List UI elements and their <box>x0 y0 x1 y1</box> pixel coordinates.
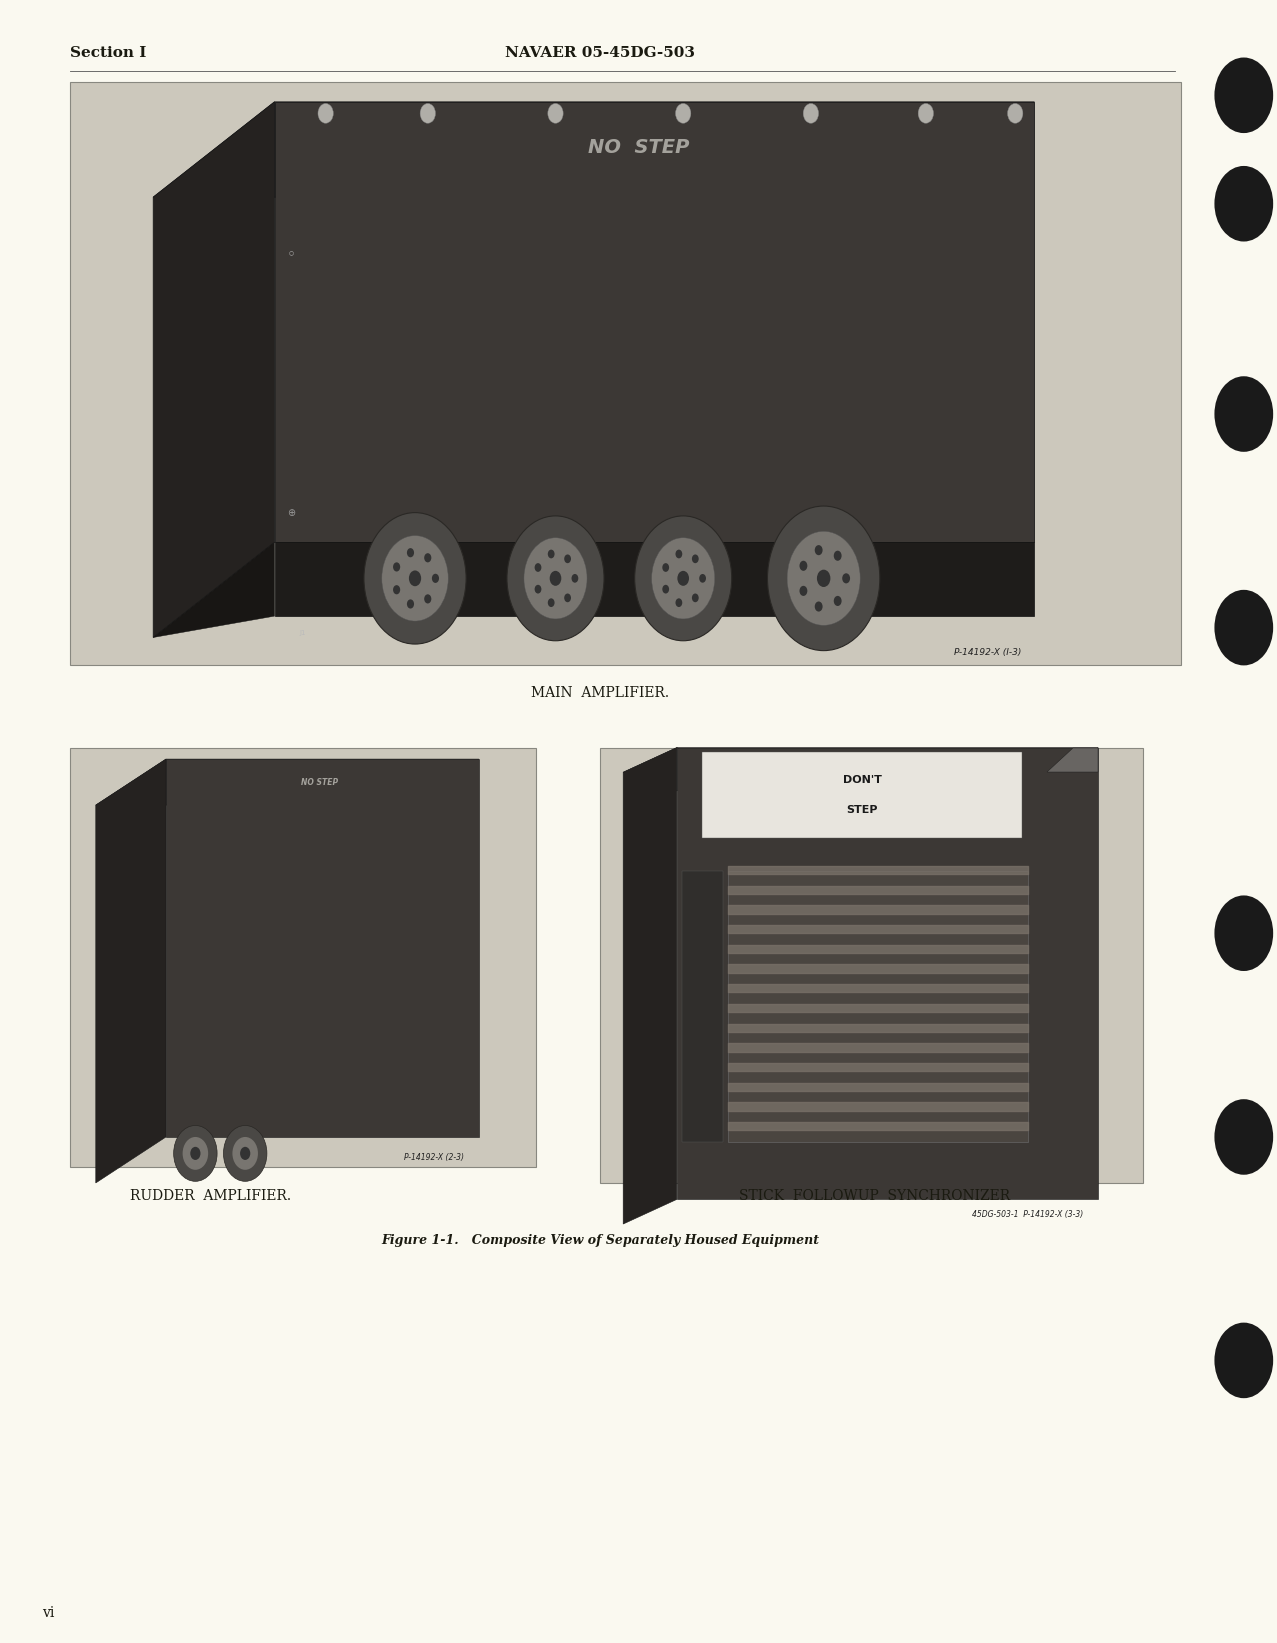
Circle shape <box>692 554 699 564</box>
Polygon shape <box>153 102 1034 197</box>
Circle shape <box>787 531 861 626</box>
Circle shape <box>548 550 554 559</box>
Circle shape <box>834 596 842 606</box>
Polygon shape <box>96 759 479 805</box>
Circle shape <box>1214 58 1273 133</box>
Polygon shape <box>677 748 1098 772</box>
Circle shape <box>382 536 448 621</box>
Circle shape <box>651 537 715 619</box>
Text: Section I: Section I <box>70 46 147 59</box>
Text: J1: J1 <box>299 629 306 636</box>
Text: NO  STEP: NO STEP <box>587 138 690 158</box>
Circle shape <box>548 598 554 606</box>
Circle shape <box>1214 1323 1273 1398</box>
Circle shape <box>535 564 541 572</box>
Text: NAVAER 05-45DG-503: NAVAER 05-45DG-503 <box>506 46 695 59</box>
Circle shape <box>676 550 682 559</box>
FancyBboxPatch shape <box>600 748 1143 1183</box>
Circle shape <box>815 601 822 611</box>
Circle shape <box>1214 895 1273 971</box>
Circle shape <box>572 573 578 583</box>
Circle shape <box>240 1147 250 1160</box>
Circle shape <box>1214 590 1273 665</box>
Polygon shape <box>623 748 715 797</box>
Circle shape <box>1008 104 1023 123</box>
Circle shape <box>524 537 587 619</box>
Circle shape <box>407 549 414 557</box>
Circle shape <box>424 554 432 562</box>
Circle shape <box>549 570 562 587</box>
Text: RUDDER  AMPLIFIER.: RUDDER AMPLIFIER. <box>130 1190 291 1203</box>
Text: P-14192-X (2-3): P-14192-X (2-3) <box>404 1153 464 1162</box>
Circle shape <box>799 560 807 570</box>
FancyBboxPatch shape <box>682 871 723 1142</box>
Polygon shape <box>96 759 166 1183</box>
Text: STICK  FOLLOWUP  SYNCHRONIZER: STICK FOLLOWUP SYNCHRONIZER <box>739 1190 1010 1203</box>
Circle shape <box>918 104 933 123</box>
FancyBboxPatch shape <box>702 752 1022 838</box>
Polygon shape <box>275 102 1034 542</box>
Circle shape <box>834 550 842 560</box>
Text: Figure 1-1.   Composite View of Separately Housed Equipment: Figure 1-1. Composite View of Separately… <box>382 1234 819 1247</box>
Circle shape <box>663 585 669 593</box>
Circle shape <box>535 585 541 593</box>
Circle shape <box>677 570 690 587</box>
Circle shape <box>407 600 414 608</box>
Circle shape <box>548 104 563 123</box>
Text: P-14192-X (I-3): P-14192-X (I-3) <box>954 649 1022 657</box>
Circle shape <box>564 593 571 603</box>
Polygon shape <box>275 542 1034 616</box>
Circle shape <box>815 545 822 555</box>
Polygon shape <box>677 748 1098 1199</box>
Text: vi: vi <box>42 1607 55 1620</box>
Text: STEP: STEP <box>847 805 877 815</box>
Circle shape <box>393 562 400 572</box>
Circle shape <box>700 573 706 583</box>
Circle shape <box>420 104 435 123</box>
Circle shape <box>635 516 732 641</box>
Polygon shape <box>623 748 677 1224</box>
Text: ⊕: ⊕ <box>287 508 295 518</box>
Circle shape <box>799 587 807 596</box>
Circle shape <box>432 573 439 583</box>
Circle shape <box>676 598 682 606</box>
Circle shape <box>190 1147 200 1160</box>
FancyBboxPatch shape <box>70 82 1181 665</box>
FancyBboxPatch shape <box>70 748 536 1167</box>
Text: NO STEP: NO STEP <box>300 777 338 787</box>
FancyBboxPatch shape <box>728 871 1028 1142</box>
Circle shape <box>364 513 466 644</box>
Circle shape <box>223 1125 267 1181</box>
Circle shape <box>803 104 819 123</box>
Polygon shape <box>1047 748 1098 772</box>
Circle shape <box>1214 1099 1273 1175</box>
Circle shape <box>663 564 669 572</box>
Text: DON'T: DON'T <box>843 775 881 785</box>
Circle shape <box>817 570 830 587</box>
Circle shape <box>692 593 699 603</box>
Circle shape <box>318 104 333 123</box>
Polygon shape <box>153 542 275 637</box>
Circle shape <box>1214 166 1273 242</box>
Circle shape <box>232 1137 258 1170</box>
Circle shape <box>767 506 880 651</box>
Circle shape <box>676 104 691 123</box>
Circle shape <box>843 573 850 583</box>
Circle shape <box>183 1137 208 1170</box>
Text: ◦: ◦ <box>286 246 296 263</box>
Circle shape <box>507 516 604 641</box>
Polygon shape <box>153 102 275 637</box>
Text: 45DG-503-1  P-14192-X (3-3): 45DG-503-1 P-14192-X (3-3) <box>972 1211 1083 1219</box>
Circle shape <box>424 595 432 603</box>
Circle shape <box>409 570 421 587</box>
Circle shape <box>564 554 571 564</box>
Circle shape <box>174 1125 217 1181</box>
Polygon shape <box>166 759 479 1137</box>
Text: MAIN  AMPLIFIER.: MAIN AMPLIFIER. <box>531 687 669 700</box>
Circle shape <box>393 585 400 595</box>
Circle shape <box>1214 376 1273 452</box>
